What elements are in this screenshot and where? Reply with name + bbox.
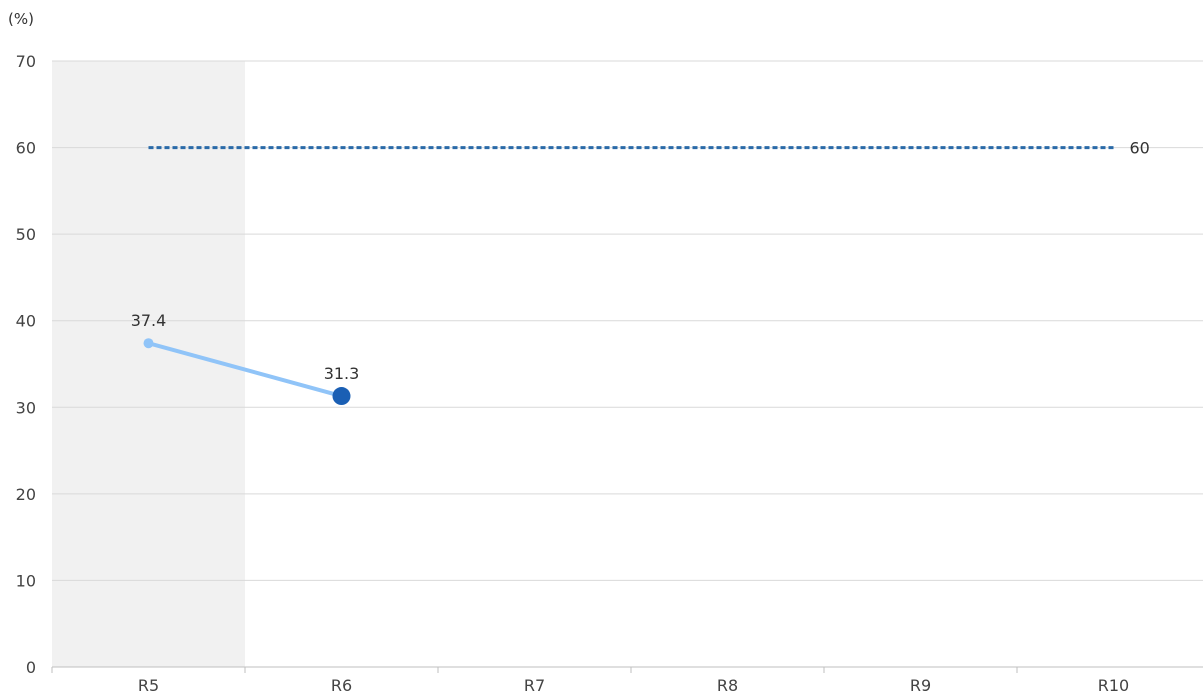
data-label: 37.4 [131,311,167,330]
shaded-band [52,61,245,667]
y-unit-label: (%) [8,10,34,28]
actual-series: 37.4 31.3 [131,311,360,406]
y-tick-label: 70 [16,52,36,71]
x-tick-label: R5 [138,676,159,695]
y-tick-label: 40 [16,312,36,331]
y-axis: 0 10 20 30 40 50 60 70 [16,52,36,677]
x-tick-label: R8 [717,676,738,695]
data-point [332,387,351,406]
x-axis: R5 R6 R7 R8 R9 R10 [51,666,1203,695]
y-tick-label: 30 [16,398,36,417]
data-point [143,338,154,349]
y-tick-label: 0 [26,658,36,677]
y-tick-label: 20 [16,485,36,504]
x-tick-label: R7 [524,676,545,695]
series-line [147,341,343,398]
data-label: 31.3 [324,364,360,383]
x-tick-label: R9 [910,676,931,695]
x-tick-label: R6 [331,676,352,695]
y-tick-label: 10 [16,571,36,590]
y-tick-label: 60 [16,139,36,158]
grid-lines [52,60,1203,581]
target-label: 60 [1130,139,1150,158]
target-series: 60 [148,139,1150,158]
y-tick-label: 50 [16,225,36,244]
x-tick-label: R10 [1098,676,1129,695]
